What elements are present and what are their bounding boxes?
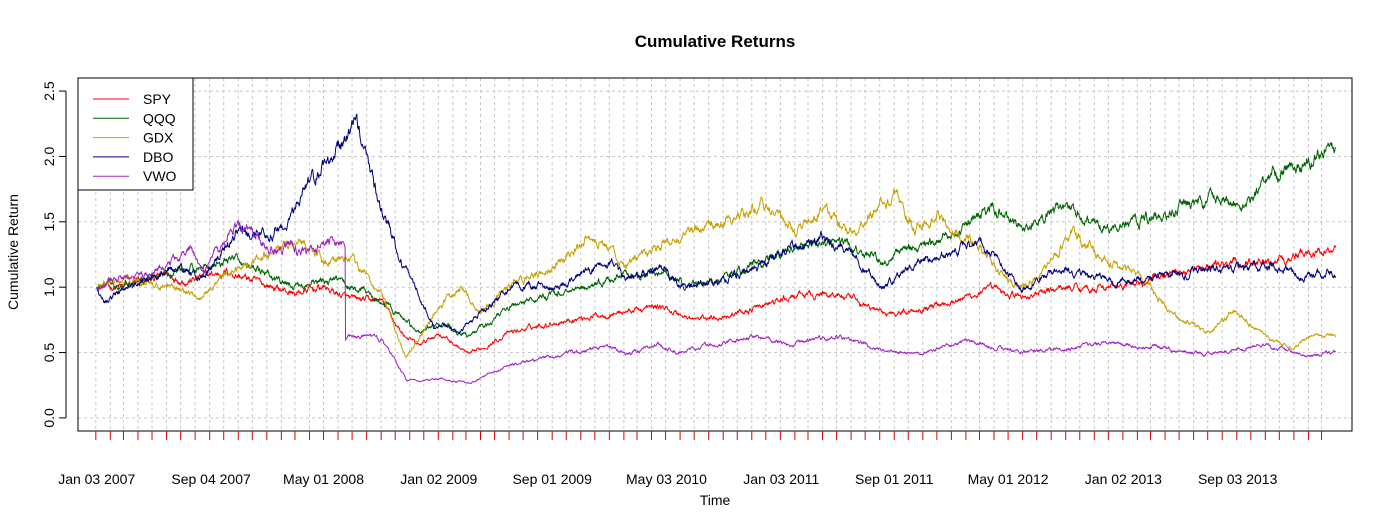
legend-label-vwo: VWO bbox=[143, 168, 177, 184]
x-tick-label: May 03 2010 bbox=[626, 471, 707, 487]
series-line-dbo bbox=[96, 113, 1337, 335]
series-line-spy bbox=[96, 245, 1337, 354]
y-tick-label: 2.0 bbox=[41, 146, 57, 166]
legend-label-qqq: QQQ bbox=[143, 110, 176, 126]
series-lines bbox=[96, 113, 1337, 384]
legend-label-dbo: DBO bbox=[143, 149, 173, 165]
y-tick-label: 1.0 bbox=[41, 277, 57, 297]
grid-lines bbox=[78, 78, 1352, 431]
x-tick-label: May 01 2012 bbox=[968, 471, 1049, 487]
x-tick-label: Sep 03 2013 bbox=[1198, 471, 1278, 487]
x-tick-label: Sep 01 2011 bbox=[855, 471, 934, 487]
series-line-gdx bbox=[96, 188, 1337, 358]
legend: SPY QQQ GDX DBO VWO bbox=[77, 77, 194, 191]
y-tick-label: 1.5 bbox=[41, 212, 57, 232]
x-tick-label: Jan 03 2007 bbox=[58, 471, 135, 487]
x-tick-label: May 01 2008 bbox=[283, 471, 364, 487]
x-axis-label: Time bbox=[700, 492, 731, 508]
x-tick-label: Sep 01 2009 bbox=[512, 471, 592, 487]
legend-label-spy: SPY bbox=[143, 91, 172, 107]
y-tick-label: 2.5 bbox=[41, 81, 57, 101]
x-tick-label: Jan 02 2013 bbox=[1085, 471, 1162, 487]
chart-title: Cumulative Returns bbox=[635, 32, 796, 51]
x-tick-label: Sep 04 2007 bbox=[171, 471, 251, 487]
series-line-vwo bbox=[96, 219, 1337, 384]
y-axis: 0.0 0.5 1.0 1.5 2.0 2.5 bbox=[41, 81, 67, 428]
x-tick-label: Jan 03 2011 bbox=[743, 471, 819, 487]
x-axis: Jan 03 2007 Sep 04 2007 May 01 2008 Jan 02 … bbox=[58, 431, 1323, 487]
legend-label-gdx: GDX bbox=[143, 130, 174, 146]
y-tick-label: 0.0 bbox=[41, 408, 57, 428]
x-tick-label: Jan 02 2009 bbox=[400, 471, 477, 487]
y-tick-label: 0.5 bbox=[41, 343, 57, 363]
series-line-qqq bbox=[96, 142, 1337, 338]
legend-box bbox=[77, 77, 194, 191]
plot-frame bbox=[77, 77, 1353, 432]
y-axis-label: Cumulative Return bbox=[5, 194, 21, 310]
